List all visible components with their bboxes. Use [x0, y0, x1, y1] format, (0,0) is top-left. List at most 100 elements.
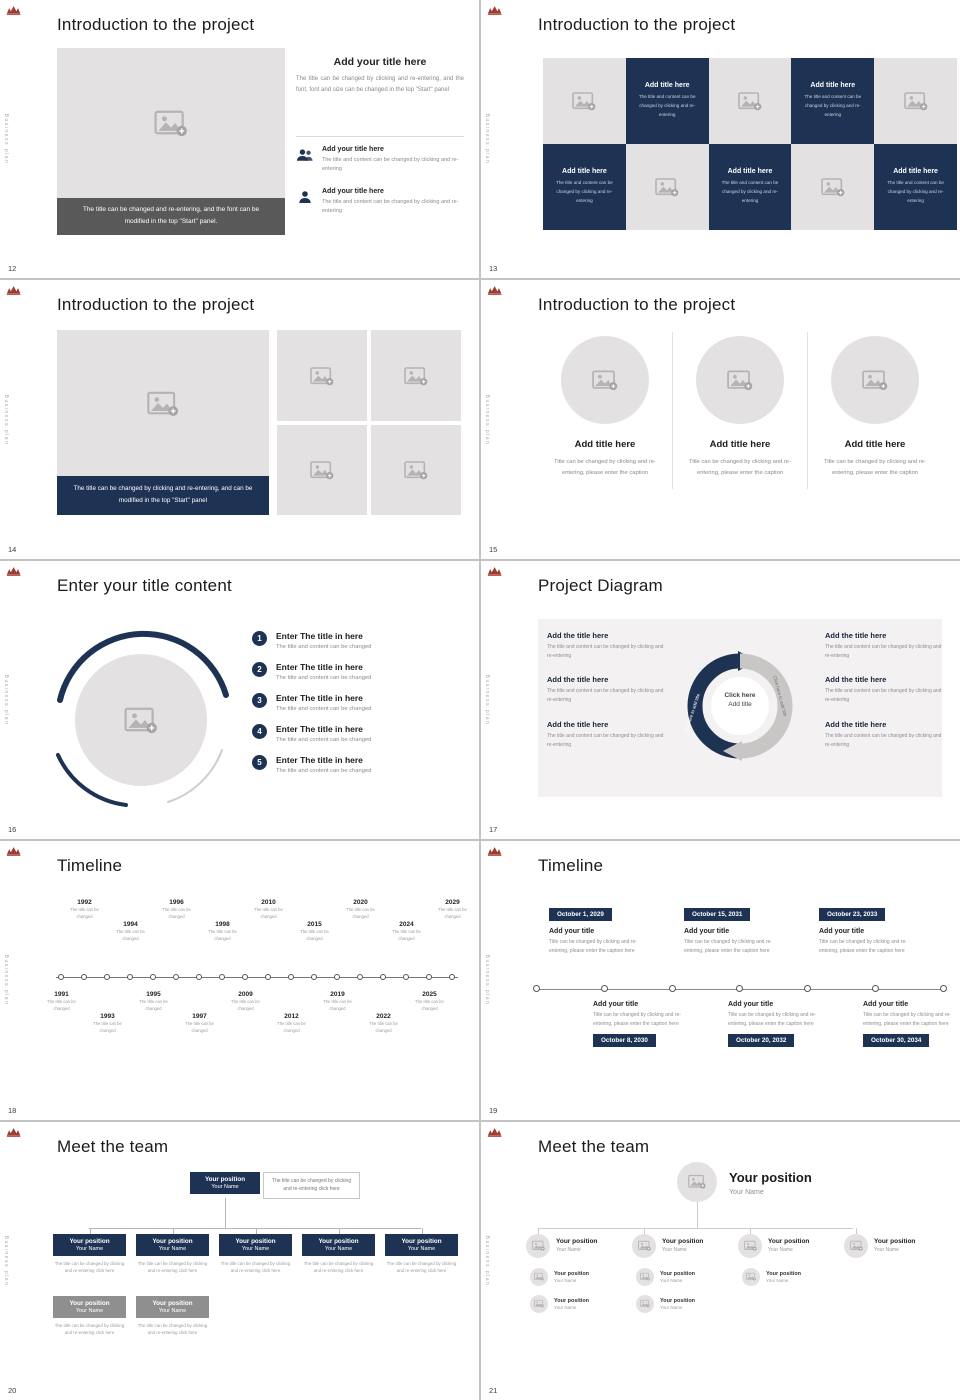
section-heading: Add your title here: [333, 56, 427, 68]
slide-12[interactable]: Business plan Introduction to the projec…: [0, 0, 479, 279]
name-label: Your Name: [874, 1247, 899, 1254]
grid-cell: [874, 58, 957, 144]
brand-logo-icon: [487, 5, 503, 16]
side-label: Business plan: [3, 394, 9, 445]
feature-item: Add your title here The title and conten…: [296, 188, 464, 217]
group-body: Title can be changed by clicking and re-…: [593, 1012, 681, 1027]
position-label: Your position: [204, 1175, 246, 1183]
timeline-label: 1996 The title can be changed: [162, 899, 192, 920]
name-label: Your Name: [660, 1304, 683, 1310]
feature-item: Add your title here The title and conten…: [296, 146, 464, 175]
timeline-dot: [287, 974, 294, 981]
org-root-box: Your position Your Name: [190, 1171, 260, 1194]
slide-16[interactable]: Business plan Enter your title content 1…: [0, 560, 479, 840]
org-note: The title can be changed by clicking and…: [263, 1171, 360, 1199]
item-title: Add the title here: [825, 675, 887, 685]
image-placeholder-icon: [640, 1272, 650, 1281]
item-title: Add the title here: [547, 675, 609, 685]
name-label: Your Name: [660, 1277, 683, 1283]
timeline-dot: [80, 974, 87, 981]
timeline-year: 1991: [54, 991, 69, 999]
timeline-label: 2015 The title can be changed: [300, 921, 330, 942]
name-label: Your Name: [766, 1277, 789, 1283]
org-connector: [225, 1197, 226, 1228]
name-label: Your Name: [241, 1245, 270, 1252]
org-sub-member: Your position Your Name The title can be…: [53, 1295, 126, 1337]
image-placeholder-icon: [862, 369, 888, 391]
timeline-caption: The title can be changed: [208, 929, 237, 941]
grid-cell: [625, 144, 709, 230]
column-title: Add title here: [844, 439, 906, 451]
slide-21[interactable]: Business plan Meet the team Your positio…: [481, 1121, 960, 1400]
slide-14[interactable]: Business plan Introduction to the projec…: [0, 280, 479, 559]
side-label: Business plan: [3, 1235, 9, 1287]
slide-20[interactable]: Business plan Meet the team Your positio…: [0, 1121, 479, 1400]
sub-text: Your position Your Name: [554, 1298, 589, 1310]
timeline-caption: The title can be changed: [185, 1021, 214, 1033]
image-placeholder-icon: [904, 91, 928, 111]
image-grid: [277, 330, 461, 516]
timeline-entry: 1993 The title can be changed: [93, 893, 122, 1063]
timeline-year: 1994: [123, 921, 138, 929]
side-label: Business plan: [484, 394, 490, 445]
page-number: 16: [8, 825, 17, 835]
branch-sub-members: Your position Your Name Your posit: [636, 1267, 738, 1313]
right-item-list: Add the title here The title and content…: [825, 631, 943, 765]
position-label: Your position: [874, 1238, 916, 1246]
timeline-label: 2010 The title can be changed: [254, 899, 284, 920]
diagram-item: Add the title here The title and content…: [825, 720, 943, 750]
item-title: Enter The title in here: [276, 692, 363, 703]
slide-15[interactable]: Business plan Introduction to the projec…: [481, 280, 960, 559]
cell-body: The title and content can be changed by …: [556, 180, 613, 203]
team-branch: Your position Your Name: [844, 1227, 950, 1313]
timeline-bottom-groups: Add your title Title can be changed by c…: [593, 1001, 958, 1048]
org-member-row: Your position Your Name The title can be…: [53, 1227, 463, 1275]
branch-text: Your position Your Name: [874, 1238, 915, 1253]
timeline-dot: [172, 974, 179, 981]
branch-text: Your position Your Name: [662, 1238, 703, 1253]
timeline-entry: 1998 The title can be changed: [208, 893, 237, 1063]
page-number: 14: [8, 544, 17, 554]
timeline-year: 1992: [77, 899, 92, 907]
slide-title: Project Diagram: [538, 575, 663, 595]
item-title: Enter The title in here: [276, 630, 363, 641]
position-label: Your position: [401, 1237, 442, 1245]
person-icon: [296, 189, 314, 205]
slide-title: Timeline: [57, 856, 123, 876]
position-label: Your position: [660, 1270, 696, 1277]
image-placeholder-icon: [727, 369, 753, 391]
brand-logo-icon: [487, 285, 503, 296]
member-body: The title can be changed by clicking and…: [303, 1260, 374, 1274]
branch-sub-members: Your position Your Name: [742, 1267, 844, 1286]
slide-19[interactable]: Business plan Timeline October 1, 2029 A…: [481, 841, 960, 1120]
cycle-arrows: [687, 650, 793, 761]
timeline-year: 2029: [445, 899, 460, 907]
org-member: Your position Your Name The title can be…: [53, 1227, 126, 1275]
member-avatar: [530, 1294, 548, 1313]
member-avatar: [636, 1267, 654, 1286]
org-member: Your position Your Name The title can be…: [219, 1227, 292, 1275]
timeline-entry: 1992 The title can be changed: [70, 893, 99, 1063]
side-label: Business plan: [484, 113, 490, 165]
diagram-item: Add the title here The title and content…: [547, 631, 667, 661]
timeline-caption: The title can be changed: [346, 907, 375, 919]
column-body: Title can be changed by clicking and re-…: [689, 459, 791, 477]
org-member: Your position Your Name The title can be…: [385, 1227, 458, 1275]
item-body: The title and content can be changed: [276, 767, 372, 774]
image-placeholder-icon: [154, 109, 188, 137]
branch-head: Your position Your Name: [526, 1233, 632, 1258]
org-sub-box: Your position Your Name: [136, 1295, 209, 1318]
image-placeholder-icon: [310, 366, 334, 386]
feature-title: Add your title here: [322, 146, 384, 153]
slide-18[interactable]: Business plan Timeline 1991 The title ca…: [0, 841, 479, 1120]
side-label: Business plan: [3, 955, 9, 1006]
org-member: Your position Your Name The title can be…: [136, 1227, 209, 1275]
brand-logo-icon: [6, 566, 22, 577]
item-text: Enter The title in here The title and co…: [276, 724, 371, 743]
page-number: 13: [489, 264, 498, 274]
slide-title: Introduction to the project: [57, 295, 255, 315]
slide-17[interactable]: Business plan Project Diagram Add the ti…: [481, 560, 960, 840]
slide-13[interactable]: Business plan Introduction to the projec…: [481, 0, 960, 279]
item-text: Enter The title in here The title and co…: [276, 662, 371, 681]
